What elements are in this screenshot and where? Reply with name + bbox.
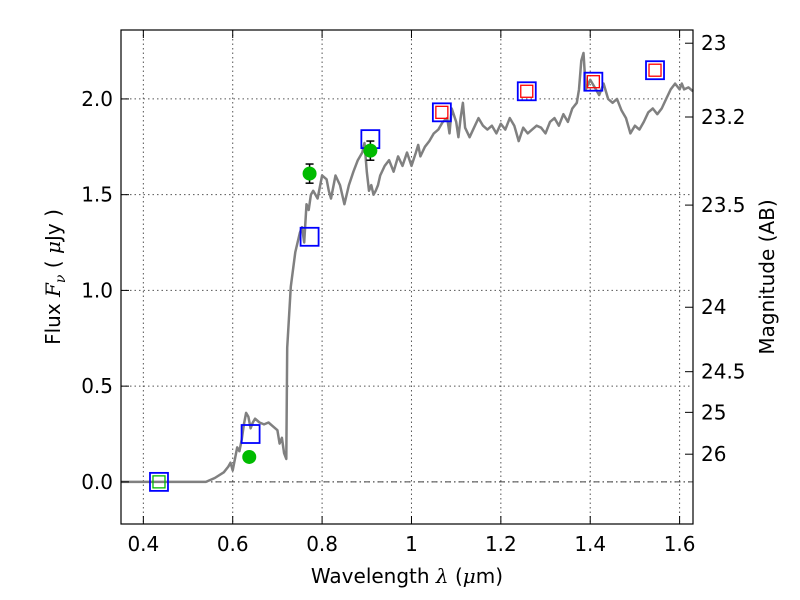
x-axis-label-unit-open: ( xyxy=(449,564,463,588)
y-tick-label: 1.5 xyxy=(81,183,113,207)
inner-photometry-box xyxy=(435,105,449,119)
model-photometry-box xyxy=(583,71,604,92)
model-photometry-box xyxy=(299,226,320,247)
y-axis-label-unit-rest: Jy ) xyxy=(41,209,65,243)
right-tick-label: 24 xyxy=(701,295,726,319)
inner-photometry-box xyxy=(152,475,166,489)
x-tick-labels: 0.4 0.6 0.8 1 1.2 1.4 1.6 xyxy=(127,532,695,556)
y-tick-label: 0.0 xyxy=(81,470,113,494)
y-axis-label: Flux Fν ( μJy ) xyxy=(41,209,69,345)
x-axis-label-unit-rest: m) xyxy=(476,564,503,588)
detection-point xyxy=(302,166,317,181)
y-tick-label: 2.0 xyxy=(81,87,113,111)
right-tick-labels: 23 23.2 23.5 24 24.5 25 26 xyxy=(701,31,746,466)
y-axis-label-unit-open: ( xyxy=(41,254,65,275)
y-axis-label-prefix: Flux xyxy=(41,297,65,345)
model-photometry-box xyxy=(516,81,537,102)
model-photometry-box xyxy=(149,471,169,492)
model-photometry-box xyxy=(431,102,452,123)
detection-point xyxy=(242,449,257,464)
model-photometry-box xyxy=(240,424,261,444)
x-tick-label: 1.4 xyxy=(574,532,606,556)
model-photometry-boxes xyxy=(149,60,665,492)
model-spectrum-line xyxy=(121,51,694,484)
y-tick-label: 1.0 xyxy=(81,278,113,302)
grid xyxy=(121,30,693,524)
right-tick-label: 23.5 xyxy=(701,193,746,217)
model-photometry-box xyxy=(645,60,665,81)
y-axis-label-subscript: ν xyxy=(53,274,69,283)
y-tick-labels: 0.0 0.5 1.0 1.5 2.0 xyxy=(81,87,113,494)
right-axis-label: Magnitude (AB) xyxy=(755,199,779,354)
x-tick-label: 1.6 xyxy=(664,532,696,556)
inner-photometry-box xyxy=(648,63,662,77)
photometry-inner-boxes xyxy=(152,63,662,489)
y-tick-label: 0.5 xyxy=(81,374,113,398)
right-tick-label: 24.5 xyxy=(701,360,746,384)
right-tick-label: 25 xyxy=(701,400,726,424)
x-axis-label-prefix: Wavelength xyxy=(311,564,436,588)
x-tick-label: 0.4 xyxy=(127,532,159,556)
axis-ticks xyxy=(121,30,693,524)
photometry-points xyxy=(242,140,378,464)
inner-photometry-box xyxy=(520,84,534,98)
y-axis-label-symbol: F xyxy=(41,282,65,298)
y-axis-label-unit-mu: μ xyxy=(41,241,65,254)
x-axis-label-unit-mu: μ xyxy=(463,564,476,588)
x-tick-label: 1 xyxy=(405,532,418,556)
x-axis-label: Wavelength λ (μm) xyxy=(311,564,503,588)
detection-point xyxy=(363,143,378,158)
x-tick-label: 0.8 xyxy=(306,532,338,556)
x-tick-label: 1.2 xyxy=(485,532,517,556)
right-tick-label: 23 xyxy=(701,31,726,55)
plot-frame xyxy=(120,29,694,525)
right-tick-label: 26 xyxy=(701,442,726,466)
inner-photometry-box xyxy=(586,75,600,89)
x-axis-label-symbol: λ xyxy=(435,564,449,588)
x-tick-label: 0.6 xyxy=(217,532,249,556)
right-tick-label: 23.2 xyxy=(701,105,746,129)
